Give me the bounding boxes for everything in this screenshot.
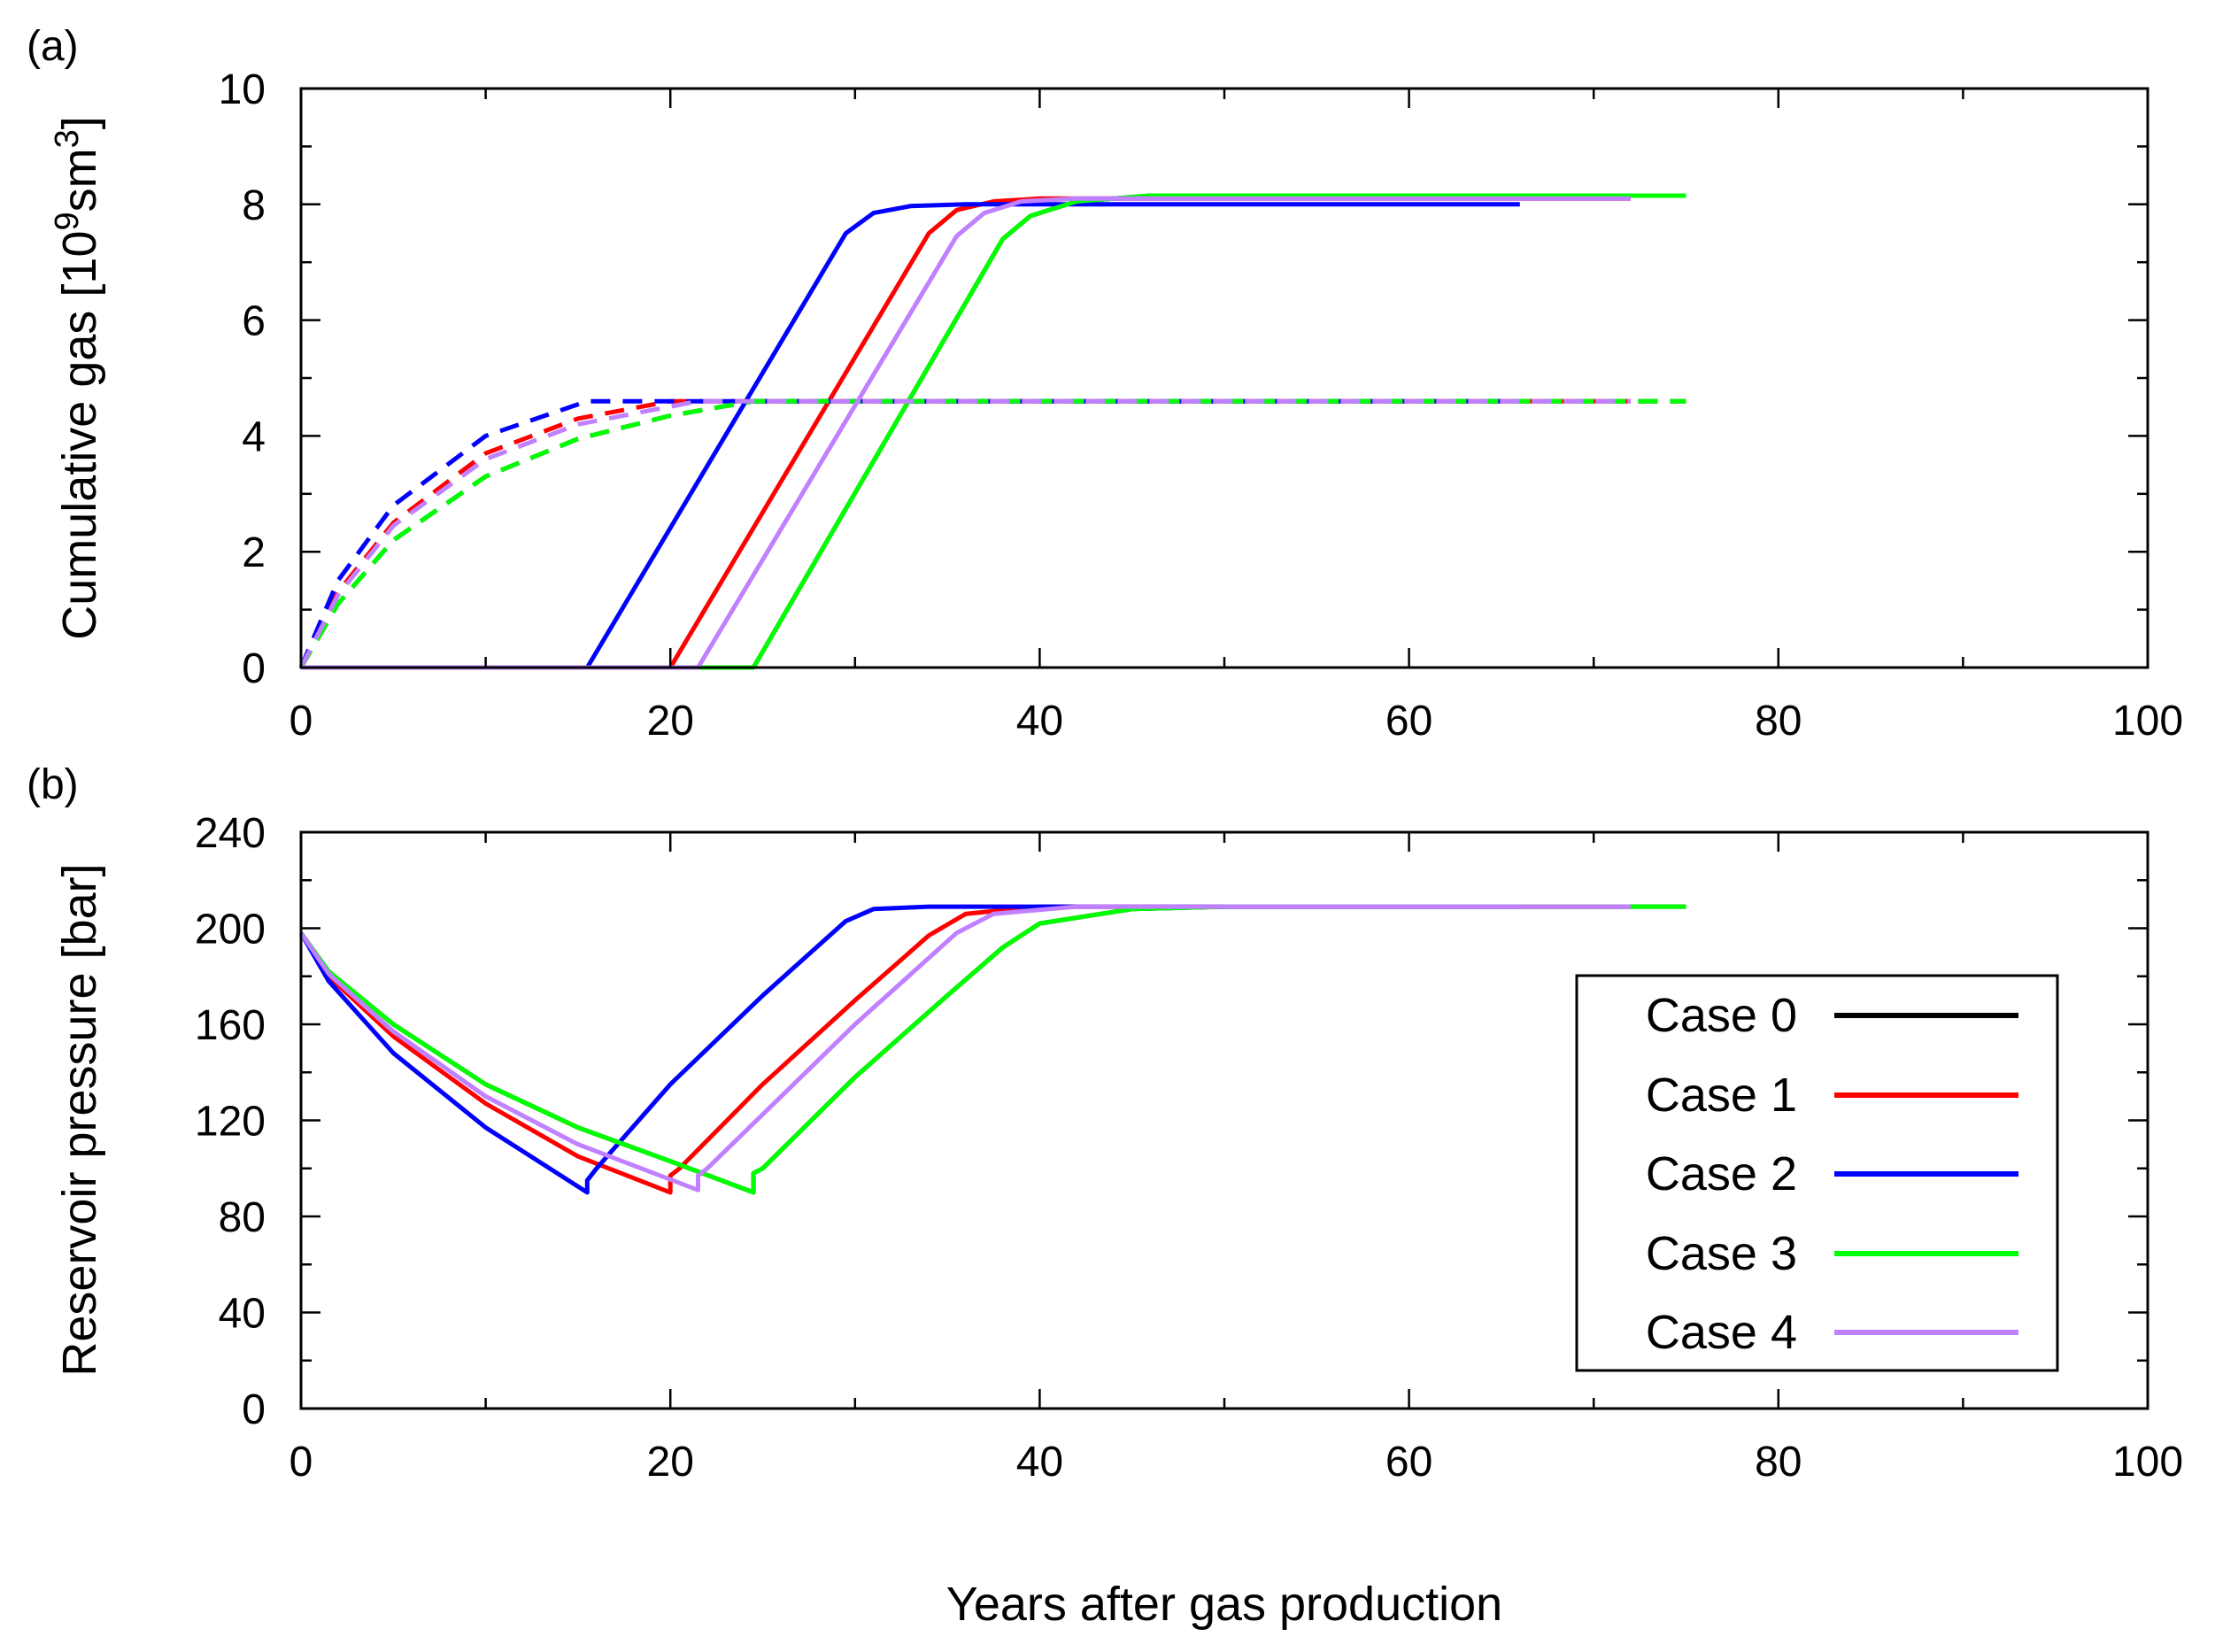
- ylabel-a-sup2: 3: [49, 129, 86, 148]
- legend-entry-case-1: Case 1: [1646, 1069, 2018, 1122]
- legend-label-case-3: Case 3: [1646, 1227, 1797, 1280]
- series-line-case4-solid: [298, 904, 1631, 1193]
- series-line-case4-dashed: [298, 398, 1631, 669]
- y-tick-label: 6: [242, 298, 266, 345]
- y-tick-label: 0: [242, 645, 266, 692]
- x-tick-label: 80: [1755, 698, 1802, 745]
- legend-label-case-1: Case 1: [1646, 1069, 1797, 1122]
- x-tick-label: 100: [2112, 1439, 2183, 1486]
- x-tick-label: 20: [647, 1439, 694, 1486]
- x-tick-label: 0: [289, 698, 313, 745]
- x-tick-label: 20: [647, 698, 694, 745]
- x-tick-label: 40: [1016, 1439, 1063, 1486]
- y-tick-label: 200: [195, 907, 266, 953]
- panel-a: (a) 0 20 40 60 80 100 0 2 4 6 8 10 Cumulative gas […: [27, 23, 2183, 745]
- panel-a-plot-frame: [299, 87, 2149, 669]
- x-tick-label: 100: [2112, 698, 2183, 745]
- y-tick-label: 4: [242, 413, 266, 460]
- legend-label-case-4: Case 4: [1646, 1306, 1797, 1359]
- panel-b-plot-frame: [299, 830, 2149, 1410]
- legend: Case 0 Case 1 Case 2 Case 3 Case 4: [1575, 974, 2059, 1372]
- panel-a-label: (a): [27, 23, 79, 70]
- panel-a-tick-layer: 0 20 40 60 80 100 0 2 4 6 8 10: [219, 66, 2183, 745]
- ylabel-a-mid: sm: [53, 148, 106, 212]
- series-line-case2-solid: [298, 904, 1520, 1195]
- y-tick-label: 2: [242, 529, 266, 576]
- y-tick-label: 240: [195, 810, 266, 857]
- x-tick-label: 0: [289, 1439, 313, 1486]
- x-tick-label: 60: [1385, 698, 1432, 745]
- y-tick-label: 80: [219, 1194, 266, 1241]
- y-tick-label: 8: [242, 182, 266, 229]
- legend-entry-case-3: Case 3: [1646, 1227, 2018, 1280]
- x-axis-label: Years after gas production: [946, 1578, 1502, 1631]
- series-line-case1-solid: [298, 904, 1631, 1195]
- x-tick-label: 60: [1385, 1439, 1432, 1486]
- y-tick-label: 160: [195, 1002, 266, 1049]
- legend-label-case-0: Case 0: [1646, 989, 1797, 1042]
- panel-b-series-layer: [298, 904, 1686, 1195]
- panel-b-tick-layer: 0 20 40 60 80 100 0 40 80 120 160 200 240: [195, 810, 2183, 1486]
- x-tick-label: 40: [1016, 698, 1063, 745]
- x-tick-label: 80: [1755, 1439, 1802, 1486]
- panel-a-y-axis-label: Cumulative gas [109sm3]: [49, 116, 106, 640]
- ylabel-a-prefix: Cumulative gas [10: [53, 231, 106, 640]
- y-tick-label: 120: [195, 1099, 266, 1146]
- legend-label-case-2: Case 2: [1646, 1147, 1797, 1200]
- legend-entry-case-0: Case 0: [1646, 989, 2018, 1042]
- y-tick-label: 0: [242, 1386, 266, 1433]
- y-tick-label: 40: [219, 1291, 266, 1338]
- series-line-case3-solid: [298, 904, 1686, 1195]
- panel-b: (b) 0 20 40 60 80 100 0 40 80 120 160 200 240 Reserv…: [27, 761, 2183, 1631]
- ylabel-a-sup1: 9: [49, 212, 86, 230]
- panel-b-y-axis-label: Reservoir pressure [bar]: [53, 863, 106, 1376]
- legend-entry-case-2: Case 2: [1646, 1147, 2018, 1200]
- series-line-case3-dashed: [298, 398, 1686, 669]
- ylabel-a-suffix: ]: [53, 116, 106, 129]
- series-line-case2-dashed: [298, 398, 1520, 668]
- panel-b-label: (b): [27, 761, 79, 808]
- y-tick-label: 10: [219, 66, 266, 113]
- legend-entry-case-4: Case 4: [1646, 1306, 2018, 1359]
